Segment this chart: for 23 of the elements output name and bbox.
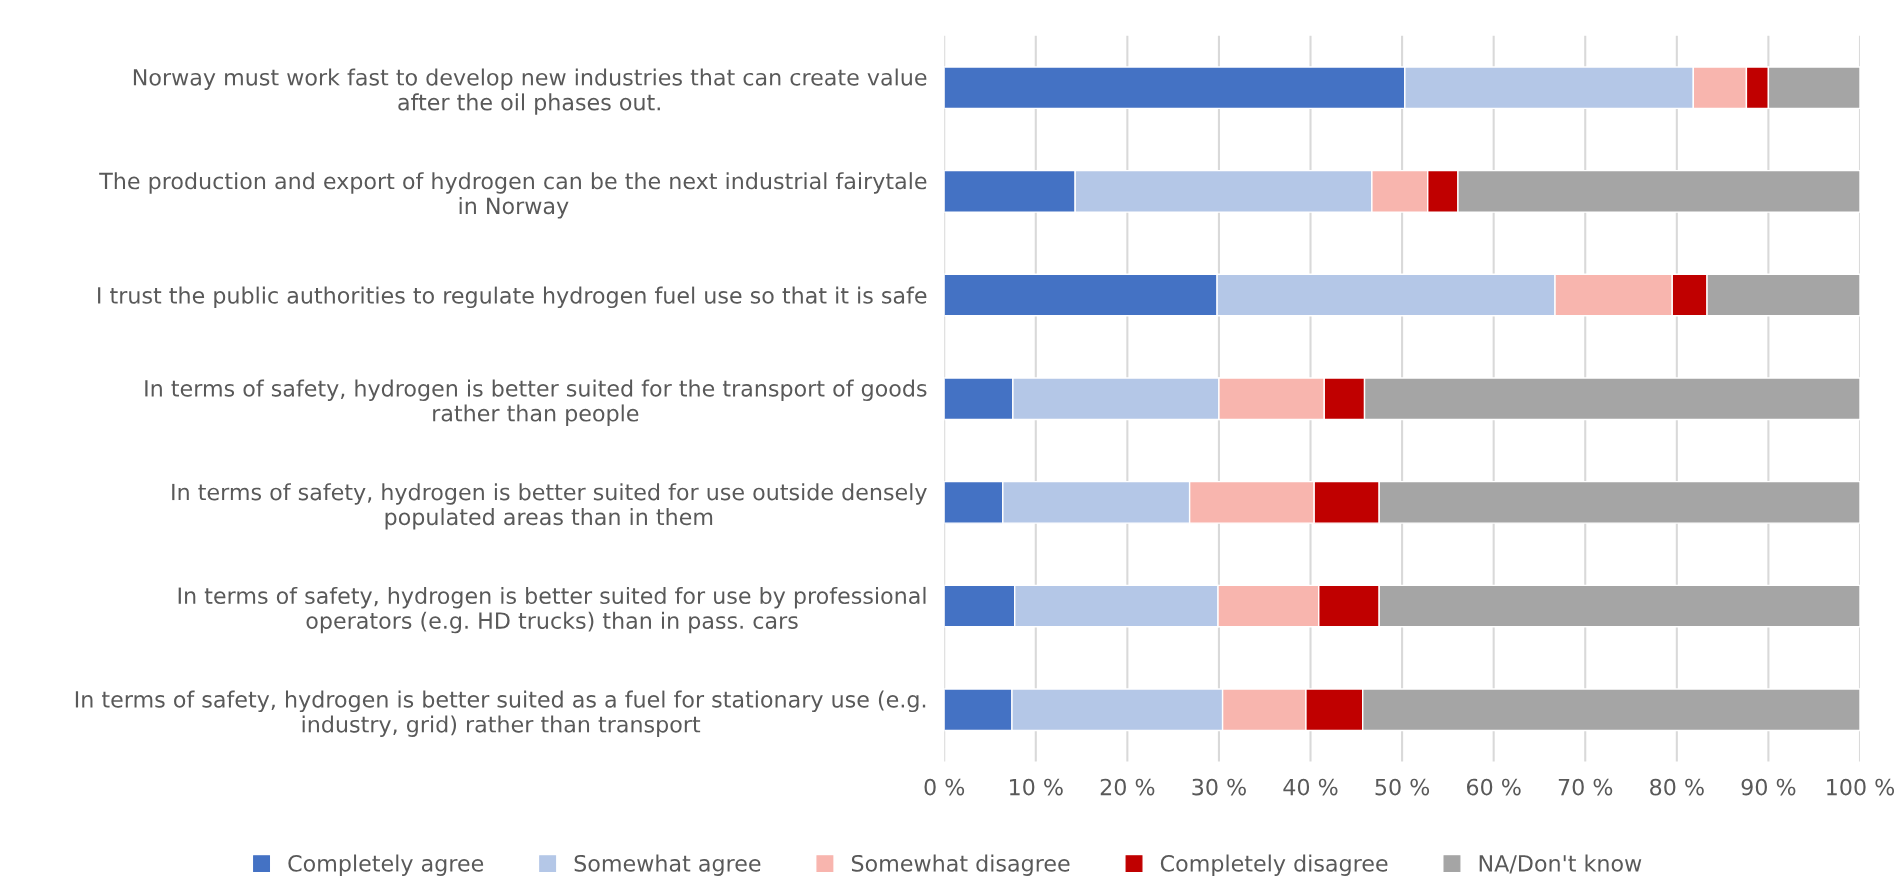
x-tick-label: 50 % xyxy=(1375,778,1430,796)
y-tick-label: In terms of safety, hydrogen is better suited for use by professional operators (e.g. HD trucks) than in pass. cars xyxy=(178,586,926,634)
x-tick-label: 20 % xyxy=(1100,778,1155,796)
y-tick-label: The production and export of hydrogen can be the next industrial fairytale in Norway xyxy=(99,172,927,219)
y-tick-label: In terms of safety, hydrogen is better suited for use outside densely populated areas than in them xyxy=(172,483,927,530)
y-tick-label: I trust the public authorities to regulate hydrogen fuel use so that it is safe xyxy=(98,286,927,309)
x-tick-label: 30 % xyxy=(1192,778,1246,796)
y-tick-label: Norway must work fast to develop new industries that can create value after the oil phases out. xyxy=(133,68,927,115)
x-tick-label: 70 % xyxy=(1558,778,1613,796)
x-tick-label: 80 % xyxy=(1650,778,1704,796)
y-tick-label: In terms of safety, hydrogen is better suited for the transport of goods rather than people xyxy=(145,379,927,426)
x-tick-label: 10 % xyxy=(1010,778,1063,796)
legend-label: Completely agree xyxy=(288,854,484,876)
x-tick-label: 40 % xyxy=(1283,778,1338,796)
x-tick-label: 0 % xyxy=(924,778,965,796)
legend-label: NA/Don't know xyxy=(1479,854,1642,874)
legend-label: Completely disagree xyxy=(1160,854,1388,876)
y-tick-label: In terms of safety, hydrogen is better suited as a fuel for stationary use (e.g. industry, grid) rather than transport xyxy=(75,690,926,737)
x-tick-label: 100 % xyxy=(1827,778,1895,796)
x-tick-label: 90 % xyxy=(1741,778,1796,796)
legend-label: Somewhat agree xyxy=(574,854,761,876)
x-tick-label: 60 % xyxy=(1466,778,1521,796)
legend-label: Somewhat disagree xyxy=(851,854,1070,876)
